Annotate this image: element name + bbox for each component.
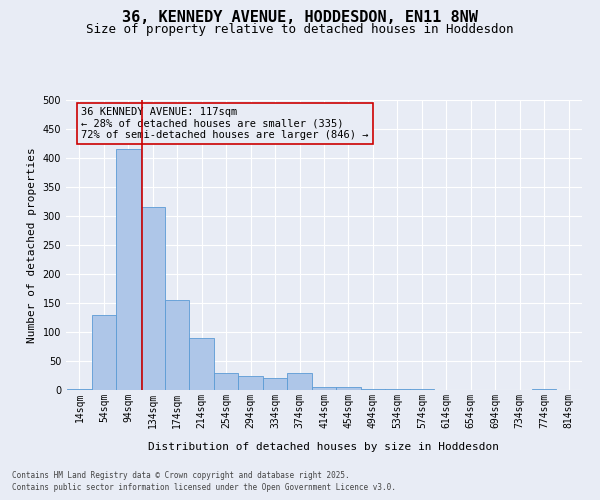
Bar — [140, 208, 165, 390]
Text: Size of property relative to detached houses in Hoddesdon: Size of property relative to detached ho… — [86, 22, 514, 36]
Bar — [190, 338, 214, 390]
Bar — [263, 378, 287, 390]
Bar — [336, 387, 361, 390]
Text: Distribution of detached houses by size in Hoddesdon: Distribution of detached houses by size … — [149, 442, 499, 452]
Y-axis label: Number of detached properties: Number of detached properties — [27, 147, 37, 343]
Text: Contains HM Land Registry data © Crown copyright and database right 2025.: Contains HM Land Registry data © Crown c… — [12, 471, 350, 480]
Bar — [67, 389, 92, 390]
Bar — [165, 300, 190, 390]
Bar — [214, 372, 238, 390]
Bar — [116, 150, 140, 390]
Bar — [312, 387, 336, 390]
Text: 36 KENNEDY AVENUE: 117sqm
← 28% of detached houses are smaller (335)
72% of semi: 36 KENNEDY AVENUE: 117sqm ← 28% of detac… — [81, 107, 369, 140]
Text: Contains public sector information licensed under the Open Government Licence v3: Contains public sector information licen… — [12, 484, 396, 492]
Bar — [361, 389, 385, 390]
Bar — [238, 376, 263, 390]
Bar — [92, 314, 116, 390]
Bar — [287, 372, 312, 390]
Text: 36, KENNEDY AVENUE, HODDESDON, EN11 8NW: 36, KENNEDY AVENUE, HODDESDON, EN11 8NW — [122, 10, 478, 25]
